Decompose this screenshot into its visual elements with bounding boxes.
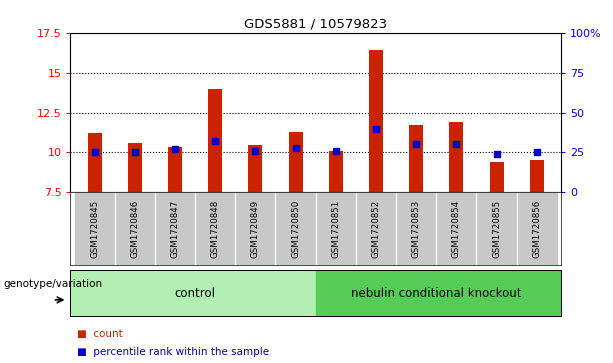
Bar xyxy=(275,192,316,265)
Bar xyxy=(490,162,504,192)
Bar xyxy=(476,192,517,265)
Bar xyxy=(289,132,303,192)
Text: GSM1720856: GSM1720856 xyxy=(532,200,541,258)
Bar xyxy=(316,192,356,265)
Bar xyxy=(128,143,142,192)
Bar xyxy=(168,147,182,192)
Text: ■  count: ■ count xyxy=(77,329,123,339)
Text: GSM1720850: GSM1720850 xyxy=(291,200,300,258)
Bar xyxy=(88,133,102,192)
Text: GSM1720855: GSM1720855 xyxy=(492,200,501,258)
Bar xyxy=(369,50,383,192)
Bar xyxy=(75,192,115,265)
Bar xyxy=(208,89,223,192)
Text: control: control xyxy=(175,287,216,299)
Text: GSM1720851: GSM1720851 xyxy=(331,200,340,258)
Bar xyxy=(530,160,544,192)
Bar xyxy=(235,192,275,265)
Bar xyxy=(409,125,423,192)
Text: nebulin conditional knockout: nebulin conditional knockout xyxy=(351,287,522,299)
Bar xyxy=(436,192,476,265)
Bar xyxy=(248,145,262,192)
Text: GSM1720847: GSM1720847 xyxy=(170,200,180,258)
Bar xyxy=(155,192,195,265)
Bar xyxy=(70,270,316,316)
Bar xyxy=(449,122,463,192)
Text: GSM1720848: GSM1720848 xyxy=(211,200,219,258)
Bar xyxy=(356,192,396,265)
Bar xyxy=(329,151,343,192)
Text: GSM1720854: GSM1720854 xyxy=(452,200,461,258)
Text: GSM1720845: GSM1720845 xyxy=(90,200,99,258)
Bar xyxy=(396,192,436,265)
Text: GSM1720853: GSM1720853 xyxy=(412,200,421,258)
Text: genotype/variation: genotype/variation xyxy=(3,279,102,289)
Title: GDS5881 / 10579823: GDS5881 / 10579823 xyxy=(244,17,387,30)
Bar xyxy=(115,192,155,265)
Bar xyxy=(195,192,235,265)
Bar xyxy=(517,192,557,265)
Text: GSM1720849: GSM1720849 xyxy=(251,200,260,258)
Text: ■  percentile rank within the sample: ■ percentile rank within the sample xyxy=(77,347,268,357)
Bar xyxy=(316,270,561,316)
Text: GSM1720846: GSM1720846 xyxy=(131,200,139,258)
Text: GSM1720852: GSM1720852 xyxy=(371,200,381,258)
